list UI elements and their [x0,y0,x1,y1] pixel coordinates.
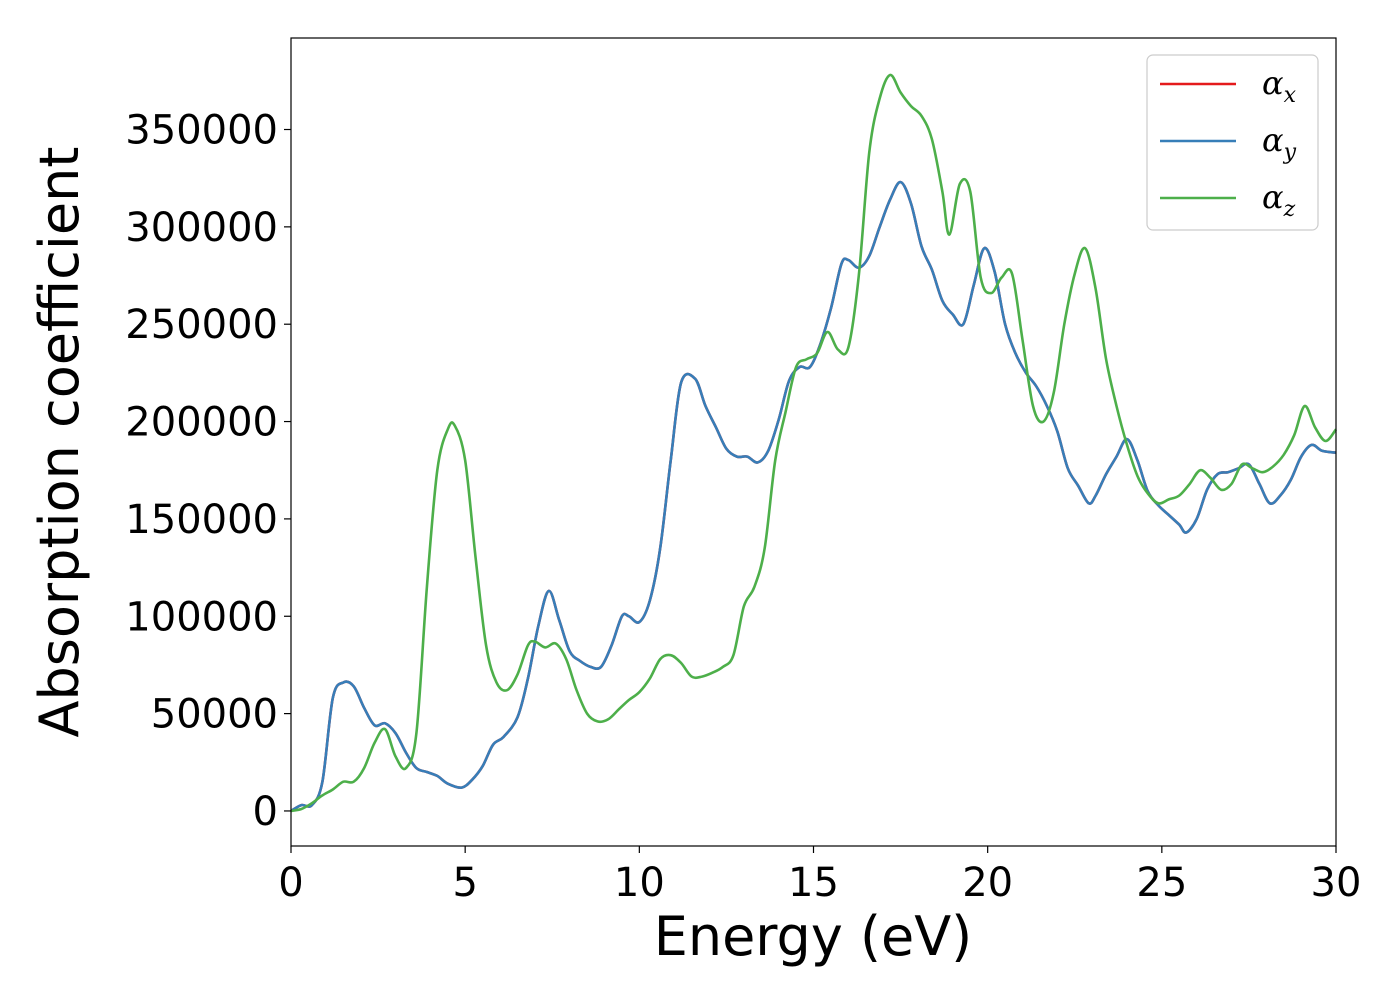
y-tick-label: 350000 [125,108,278,154]
legend-label-alpha-y: αy [1262,121,1297,165]
legend-label-alpha-z: αz [1262,178,1296,222]
y-tick-label: 100000 [125,594,278,640]
legend-box [1146,54,1319,231]
x-tick-label: 10 [614,860,665,906]
y-tick-label: 150000 [125,497,278,543]
x-tick-label: 0 [278,860,303,906]
y-axis-label: Absorption coefficient [28,147,91,738]
x-axis-label: Energy (eV) [654,905,973,968]
y-axis-ticks: 0 50000 100000 150000 200000 250000 300000 3500… [125,108,291,835]
y-tick-label: 50000 [151,692,278,738]
series-line-alpha-z [290,73,1338,813]
series-layer [290,73,1338,813]
y-tick-label: 200000 [125,400,278,446]
x-tick-label: 20 [962,860,1013,906]
x-tick-label: 30 [1311,860,1362,906]
x-tick-label: 25 [1136,860,1187,906]
legend-label-alpha-x: αx [1262,64,1297,108]
y-tick-label: 250000 [125,302,278,348]
legend: αx αy αz [1146,54,1319,231]
x-tick-label: 5 [452,860,477,906]
x-tick-label: 15 [788,860,839,906]
y-tick-label: 0 [253,789,278,835]
y-tick-label: 300000 [125,205,278,251]
x-axis-ticks: 0 5 10 15 20 25 30 [278,846,1361,906]
